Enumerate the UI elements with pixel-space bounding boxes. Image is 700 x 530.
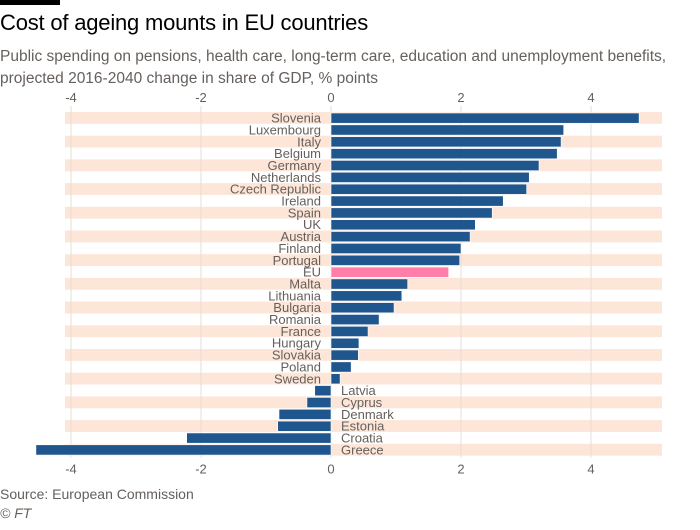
category-label: Latvia [341, 383, 376, 398]
category-label: Hungary [272, 336, 322, 351]
category-label: France [281, 324, 321, 339]
bar [330, 314, 380, 325]
category-label: Cyprus [341, 395, 383, 410]
row-stripe [65, 349, 662, 361]
bar [330, 254, 460, 266]
bar [330, 337, 360, 349]
x-tick-label-top: -4 [65, 90, 77, 105]
bar [330, 302, 395, 314]
category-label: Italy [297, 134, 321, 149]
bars [35, 112, 640, 456]
bar [330, 148, 558, 160]
category-label: Poland [281, 359, 321, 374]
bar [330, 219, 476, 231]
x-axis-bottom: -4 -2 0 2 4 [65, 462, 594, 477]
bar [330, 231, 471, 243]
category-label: Slovenia [271, 111, 322, 126]
x-tick-label-bottom: -2 [195, 462, 207, 477]
bar [330, 349, 359, 361]
chart-title: Cost of ageing mounts in EU countries [0, 10, 369, 35]
category-label: EU [303, 265, 321, 280]
x-tick-label-bottom: 2 [457, 462, 464, 477]
bar [330, 278, 408, 290]
x-axis-top: -4 -2 0 2 4 [65, 90, 594, 105]
x-tick-label-bottom: -4 [65, 462, 77, 477]
bar [306, 397, 332, 408]
category-label: Bulgaria [273, 300, 321, 315]
bar [330, 195, 504, 207]
bar [330, 207, 493, 219]
x-tick-label-top: 2 [457, 90, 464, 105]
category-label: Austria [281, 229, 322, 244]
x-tick-label-top: 0 [327, 90, 334, 105]
x-tick-label-bottom: 4 [587, 462, 594, 477]
category-label: Finland [278, 241, 321, 256]
bar [330, 160, 540, 171]
category-label: Germany [268, 158, 322, 173]
category-labels: SloveniaLuxembourgItalyBelgiumGermanyNet… [230, 111, 394, 458]
x-tick-label-top: -2 [195, 90, 207, 105]
category-label: Croatia [341, 431, 384, 446]
row-stripe [65, 420, 662, 432]
bar [35, 444, 332, 456]
category-label: Greece [341, 442, 384, 457]
gridlines [70, 106, 592, 458]
category-label: Luxembourg [249, 122, 321, 137]
category-label: Spain [288, 205, 321, 220]
category-label: Slovakia [272, 348, 322, 363]
x-tick-label-bottom: 0 [327, 462, 334, 477]
bar [330, 373, 341, 385]
category-label: Lithuania [268, 288, 322, 303]
category-label: Sweden [274, 371, 321, 386]
bar [330, 326, 369, 337]
category-label: Romania [269, 312, 322, 327]
x-tick-label-top: 4 [587, 90, 594, 105]
category-label: Netherlands [251, 170, 322, 185]
category-label: Ireland [281, 194, 321, 209]
bar [314, 385, 332, 397]
source-note: Source: European Commission [0, 486, 194, 502]
row-stripe [65, 443, 662, 456]
bar [330, 183, 527, 195]
category-label: Denmark [341, 407, 394, 422]
category-label: Czech Republic [230, 182, 322, 197]
row-stripe [65, 372, 662, 385]
category-label: Estonia [341, 419, 385, 434]
bar [186, 432, 332, 444]
bar [278, 408, 332, 420]
category-label: Belgium [274, 146, 321, 161]
bar [330, 136, 562, 148]
bar [330, 290, 403, 302]
bar [330, 171, 530, 183]
bar [330, 361, 352, 373]
category-label: Portugal [273, 253, 322, 268]
bar-chart: SloveniaLuxembourgItalyBelgiumGermanyNet… [35, 90, 662, 477]
category-label: UK [303, 217, 321, 232]
bar [330, 112, 640, 124]
bar [330, 243, 462, 254]
bar [330, 266, 449, 278]
bar [277, 420, 332, 432]
category-label: Malta [289, 276, 322, 291]
bar [330, 124, 564, 136]
row-stripe [65, 396, 662, 409]
ft-top-bar [0, 0, 60, 5]
chart-subtitle: Public spending on pensions, health care… [0, 48, 667, 87]
ft-credit: © FT [0, 505, 32, 521]
